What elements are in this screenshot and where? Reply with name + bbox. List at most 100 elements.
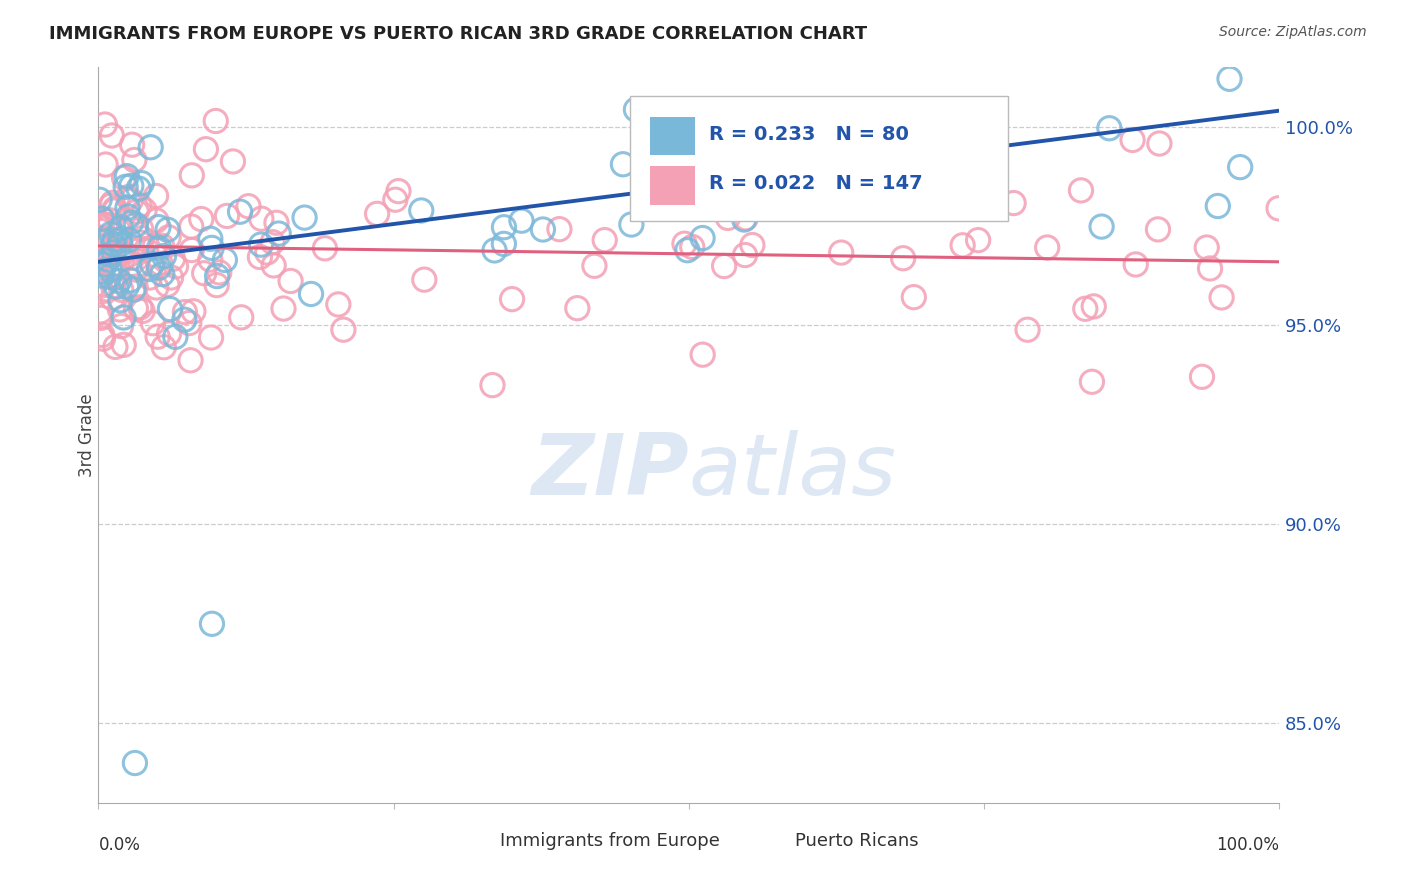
Point (108, 302, 131, 317)
Point (98, 213, 121, 227)
Point (830, 245, 852, 260)
Point (104, 202, 127, 216)
Point (91, 231, 114, 245)
Point (165, 330, 187, 344)
Point (190, 212, 212, 227)
Point (583, 259, 606, 273)
Point (612, 157, 634, 171)
Point (593, 233, 616, 247)
Point (692, 231, 714, 245)
Point (110, 220, 132, 235)
Y-axis label: 3rd Grade: 3rd Grade (79, 393, 96, 476)
Point (1229, 160, 1251, 174)
Point (858, 175, 880, 189)
Point (681, 240, 703, 254)
Point (912, 136, 935, 150)
Point (665, 157, 688, 171)
Point (1122, 133, 1144, 147)
Point (156, 277, 179, 292)
Point (129, 301, 152, 315)
Point (193, 266, 215, 280)
Point (128, 235, 150, 250)
Point (624, 103, 647, 117)
Point (1199, 261, 1222, 276)
Point (103, 237, 125, 252)
FancyBboxPatch shape (630, 96, 1008, 221)
Point (108, 233, 131, 247)
Text: atlas: atlas (689, 430, 897, 513)
Point (145, 213, 167, 227)
Point (294, 211, 316, 225)
Point (112, 310, 135, 325)
Point (90, 304, 112, 318)
Point (104, 268, 127, 283)
Point (145, 280, 167, 294)
Point (676, 244, 699, 258)
Point (90, 233, 112, 247)
Point (131, 304, 153, 318)
Point (91, 268, 114, 283)
Point (180, 353, 202, 368)
Point (250, 237, 273, 252)
Point (173, 312, 195, 326)
Point (328, 297, 350, 311)
Point (967, 233, 990, 247)
Point (101, 291, 124, 305)
Point (314, 241, 336, 255)
Point (148, 241, 170, 255)
Point (713, 259, 735, 273)
Point (145, 189, 167, 203)
Point (256, 245, 278, 260)
Point (903, 290, 925, 304)
Point (1195, 240, 1218, 254)
Point (153, 340, 176, 354)
Point (1147, 222, 1170, 236)
Point (1090, 219, 1112, 234)
Point (159, 301, 181, 316)
Point (194, 142, 217, 156)
Point (384, 193, 406, 207)
Point (205, 278, 228, 293)
Point (411, 203, 433, 218)
Point (205, 269, 228, 284)
Point (153, 249, 176, 263)
Point (89, 232, 111, 246)
Point (146, 329, 169, 343)
Point (162, 252, 184, 266)
Point (101, 195, 124, 210)
Point (262, 235, 284, 250)
Point (811, 187, 834, 202)
Point (112, 338, 135, 352)
Point (733, 212, 755, 227)
Point (891, 252, 914, 266)
Point (952, 238, 974, 252)
Point (332, 323, 354, 337)
Point (1149, 136, 1171, 151)
Point (1191, 369, 1213, 384)
Point (94, 258, 117, 272)
Point (124, 756, 146, 770)
Point (180, 169, 202, 183)
Point (143, 239, 166, 253)
Point (179, 316, 201, 330)
Point (734, 148, 756, 162)
Point (201, 241, 224, 255)
Text: Source: ZipAtlas.com: Source: ZipAtlas.com (1219, 25, 1367, 39)
Point (208, 265, 231, 279)
Point (96, 255, 118, 269)
Point (125, 262, 148, 277)
Bar (650, 166, 695, 204)
Point (124, 153, 146, 167)
Point (741, 238, 763, 252)
Point (231, 310, 253, 325)
Point (120, 273, 142, 287)
Point (139, 270, 162, 285)
Point (135, 243, 157, 257)
Point (501, 292, 523, 306)
Point (120, 194, 142, 208)
Text: 100.0%: 100.0% (1216, 836, 1279, 854)
Point (122, 283, 145, 297)
Point (101, 279, 124, 293)
Point (222, 154, 245, 169)
Point (120, 215, 142, 229)
